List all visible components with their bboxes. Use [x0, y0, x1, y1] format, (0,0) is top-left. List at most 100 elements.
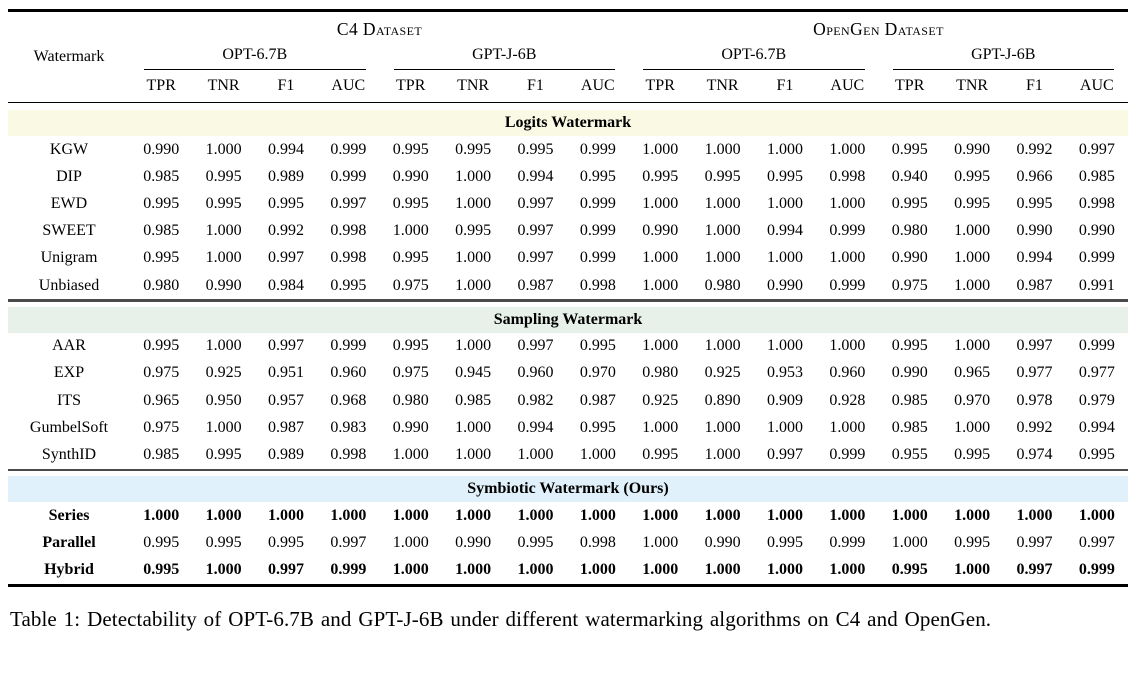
value-cell: 0.997 [517, 222, 554, 240]
value-cell: 1.000 [455, 445, 492, 463]
model-header-underline: OPT-6.7B [643, 46, 865, 70]
value-cell: 0.995 [1016, 194, 1053, 212]
metric-header: TNR [441, 70, 505, 103]
value-cell: 0.995 [1078, 445, 1115, 463]
value-cell: 1.000 [205, 337, 242, 355]
value-cell: 1.000 [704, 222, 741, 240]
table-row: Unbiased 0.980 0.990 0.984 0.995 0.975 1.000 0.… [8, 272, 1128, 299]
value-cell: 0.997 [330, 194, 367, 212]
value-cell: 0.995 [143, 249, 180, 267]
divider [8, 468, 1128, 472]
table-row: Series 1.000 1.000 1.000 1.000 1.000 1.000 1.00… [8, 502, 1128, 529]
value-cell: 1.000 [704, 561, 741, 579]
value-cell: 1.000 [517, 506, 554, 524]
row-label: EWD [50, 194, 88, 212]
value-cell: 0.997 [517, 194, 554, 212]
value-cell: 1.000 [766, 249, 803, 267]
value-cell: 0.980 [143, 276, 180, 294]
value-cell: 0.998 [330, 249, 367, 267]
value-cell: 0.987 [579, 391, 616, 409]
value-cell: 0.965 [954, 364, 991, 382]
value-cell: 0.957 [267, 391, 304, 409]
value-cell: 1.000 [1078, 506, 1115, 524]
value-cell: 1.000 [766, 337, 803, 355]
value-cell: 0.975 [143, 418, 180, 436]
row-label: Parallel [42, 533, 96, 551]
row-label: DIP [56, 167, 82, 185]
section-title: Logits Watermark [8, 110, 1128, 136]
value-cell: 1.000 [642, 276, 679, 294]
row-label: Series [48, 506, 90, 524]
value-cell: 1.000 [829, 506, 866, 524]
value-cell: 0.999 [829, 276, 866, 294]
table-row: DIP 0.985 0.995 0.989 0.999 0.990 1.000 0.994 0.… [8, 163, 1128, 190]
value-cell: 0.983 [330, 418, 367, 436]
value-cell: 0.925 [205, 364, 242, 382]
value-cell: 0.950 [205, 391, 242, 409]
value-cell: 1.000 [205, 506, 242, 524]
row-label: EXP [53, 364, 85, 382]
value-cell: 0.995 [642, 445, 679, 463]
value-cell: 0.994 [1078, 418, 1115, 436]
value-cell: 0.960 [330, 364, 367, 382]
value-cell: 0.990 [891, 364, 928, 382]
metric-header: AUC [816, 70, 879, 103]
value-cell: 0.995 [579, 418, 616, 436]
value-cell: 0.997 [1016, 561, 1053, 579]
value-cell: 0.994 [267, 140, 304, 158]
paper-page: Watermark C4 Dataset OpenGen Dataset OPT-6.… [8, 9, 1128, 631]
value-cell: 0.995 [205, 533, 242, 551]
value-cell: 1.000 [829, 337, 866, 355]
value-cell: 1.000 [455, 249, 492, 267]
section-header-row: Logits Watermark [8, 110, 1128, 136]
value-cell: 0.980 [642, 364, 679, 382]
value-cell: 1.000 [455, 337, 492, 355]
value-cell: 0.999 [330, 561, 367, 579]
value-cell: 1.000 [829, 194, 866, 212]
value-cell: 0.974 [1016, 445, 1053, 463]
value-cell: 0.995 [704, 167, 741, 185]
value-cell: 0.990 [704, 533, 741, 551]
value-cell: 0.990 [891, 249, 928, 267]
metric-header: TPR [379, 70, 442, 103]
value-cell: 1.000 [954, 561, 991, 579]
value-cell: 0.987 [267, 418, 304, 436]
table-head: Watermark C4 Dataset OpenGen Dataset OPT-6.… [8, 12, 1128, 103]
value-cell: 1.000 [954, 222, 991, 240]
value-cell: 0.999 [1078, 249, 1115, 267]
value-cell: 0.995 [267, 533, 304, 551]
value-cell: 0.989 [267, 167, 304, 185]
value-cell: 1.000 [455, 167, 492, 185]
value-cell: 0.997 [517, 337, 554, 355]
value-cell: 1.000 [205, 561, 242, 579]
value-cell: 0.975 [891, 276, 928, 294]
value-cell: 0.999 [579, 222, 616, 240]
value-cell: 0.960 [517, 364, 554, 382]
model-header-underline: OPT-6.7B [144, 46, 366, 70]
divider [8, 299, 1128, 302]
value-cell: 1.000 [829, 140, 866, 158]
value-cell: 0.992 [1016, 418, 1053, 436]
value-cell: 0.995 [143, 561, 180, 579]
table-body: Logits Watermark KGW 0.990 1.000 0.994 0.999 0… [8, 103, 1128, 584]
value-cell: 1.000 [891, 533, 928, 551]
dataset-header: C4 Dataset [336, 19, 423, 39]
value-cell: 1.000 [704, 337, 741, 355]
value-cell: 0.995 [392, 337, 429, 355]
value-cell: 0.995 [205, 194, 242, 212]
section-header-row: Symbiotic Watermark (Ours) [8, 476, 1128, 503]
value-cell: 1.000 [392, 445, 429, 463]
value-cell: 1.000 [517, 561, 554, 579]
metric-header: F1 [753, 70, 817, 103]
value-cell: 1.000 [455, 506, 492, 524]
value-cell: 0.994 [517, 418, 554, 436]
value-cell: 1.000 [954, 337, 991, 355]
value-cell: 0.997 [1078, 533, 1115, 551]
row-label: SynthID [41, 445, 97, 463]
table-row: ITS 0.965 0.950 0.957 0.968 0.980 0.985 0.982 0.… [8, 387, 1128, 414]
value-cell: 0.998 [829, 167, 866, 185]
value-cell: 1.000 [642, 249, 679, 267]
model-header: OPT-6.7B [629, 43, 879, 70]
value-cell: 0.985 [143, 445, 180, 463]
value-cell: 0.980 [891, 222, 928, 240]
